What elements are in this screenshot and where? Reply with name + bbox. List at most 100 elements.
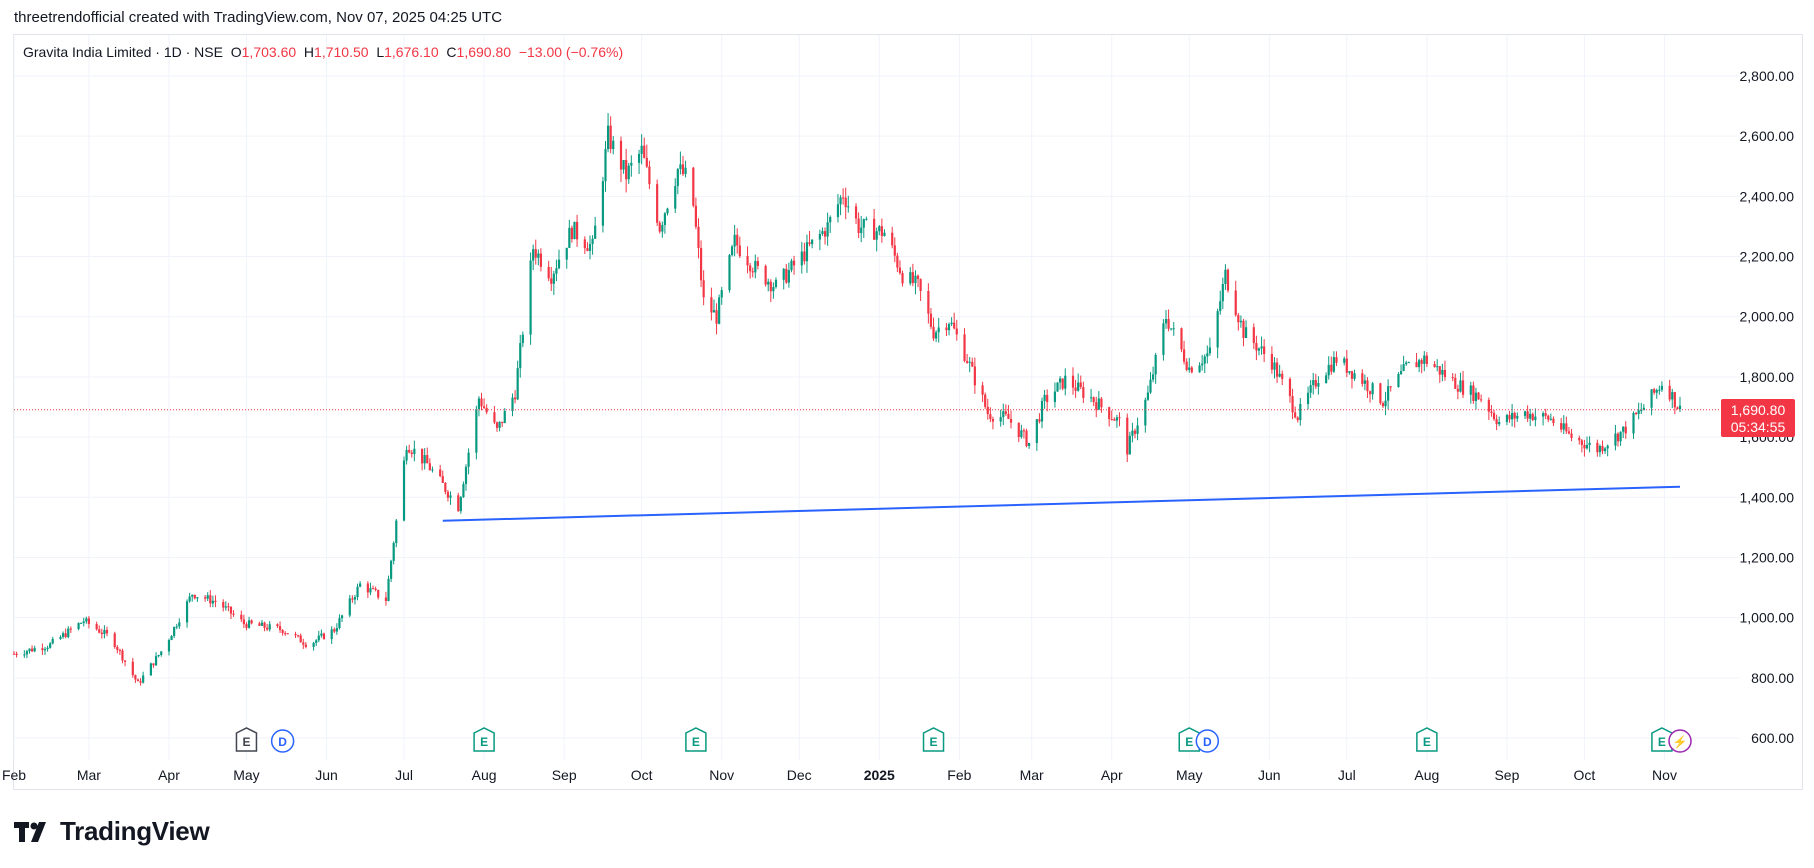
candle [28,648,31,654]
candle [413,440,416,462]
candle [1079,375,1082,390]
symbol-legend[interactable]: Gravita India Limited · 1D · NSE O1,703.… [23,44,623,60]
candle [1534,408,1537,427]
tradingview-brand[interactable]: TradingView [14,816,210,847]
candle [330,626,333,645]
candle [684,160,687,178]
candle [1371,381,1374,400]
candle [428,458,431,471]
candle [1074,379,1077,398]
candle [909,267,912,286]
candle [772,282,775,299]
candle [715,303,718,335]
candle [1255,335,1258,361]
earnings-marker[interactable]: E [473,727,495,752]
candle [1206,345,1209,364]
candle [1345,349,1348,378]
earnings-marker[interactable]: E [922,727,945,752]
candle [196,597,199,602]
candle [1425,352,1428,367]
time-tick-label: Sep [1494,767,1519,783]
candle [568,219,571,248]
price-tick-label: 2,400.00 [1740,188,1795,204]
candle [808,231,811,247]
candle [604,141,607,192]
candle [1420,358,1423,374]
candle [774,277,778,289]
candle [826,212,829,246]
candle [1619,431,1622,446]
time-tick-label: Oct [631,767,653,783]
candle [1399,364,1403,376]
candle [782,267,785,290]
dividend-marker[interactable]: D [270,729,295,753]
candle [374,586,377,592]
candle [1071,367,1075,395]
candle [1025,428,1028,448]
candle [1461,370,1465,398]
candle [955,319,958,341]
candle [1368,390,1372,403]
candle [1658,385,1661,395]
candle [1570,428,1573,442]
dividend-marker[interactable]: D [1195,729,1220,753]
candle [351,595,354,603]
earnings-marker[interactable]: E [235,727,258,752]
candle [625,148,628,193]
earnings-marker[interactable]: E [1416,727,1438,752]
candle [338,614,341,630]
candle [266,623,269,632]
candle [927,283,930,324]
candle [33,645,36,653]
candle [718,294,721,325]
candle [1149,372,1152,394]
candle [1291,388,1294,420]
candle [1492,409,1496,421]
price-tick-label: 2,800.00 [1740,68,1795,84]
candle [297,634,300,638]
price-chart[interactable]: 600.00800.001,000.001,200.001,400.001,60… [0,0,1814,800]
candle [333,627,336,634]
candle [844,187,847,220]
symbol-name[interactable]: Gravita India Limited · 1D · NSE [23,44,223,60]
candle [98,625,101,634]
trendline [442,485,1681,522]
candle [945,323,948,337]
candle [937,317,940,343]
candle [1459,372,1462,393]
earnings-marker[interactable]: E [685,727,707,752]
candle [534,239,537,265]
candle [829,215,832,234]
candle [459,495,462,514]
candle [312,641,315,651]
candle [485,404,488,415]
candle [666,207,669,216]
candle [142,671,145,684]
candle [821,227,824,236]
candle [1348,371,1351,375]
candle [410,449,413,458]
last-price-tag-bg [1721,399,1795,437]
candle [1585,436,1589,450]
candle [1004,404,1007,416]
candle [123,660,127,667]
candle [986,398,989,420]
candle [12,651,16,655]
candle [676,168,679,195]
candle [152,663,155,668]
candle [224,601,227,611]
candle [1164,310,1168,329]
time-tick-label: Mar [77,767,101,783]
candle [384,591,388,606]
candle [240,610,243,623]
candle [1634,411,1638,416]
candle [167,638,171,656]
split-marker[interactable]: ⚡ [1668,729,1692,753]
close-value: 1,690.80 [456,44,512,60]
candle [1529,408,1532,426]
time-tick-label: Dec [787,767,812,783]
candle [281,629,284,636]
candle [43,646,47,655]
candle [353,594,357,605]
candle [728,253,731,293]
